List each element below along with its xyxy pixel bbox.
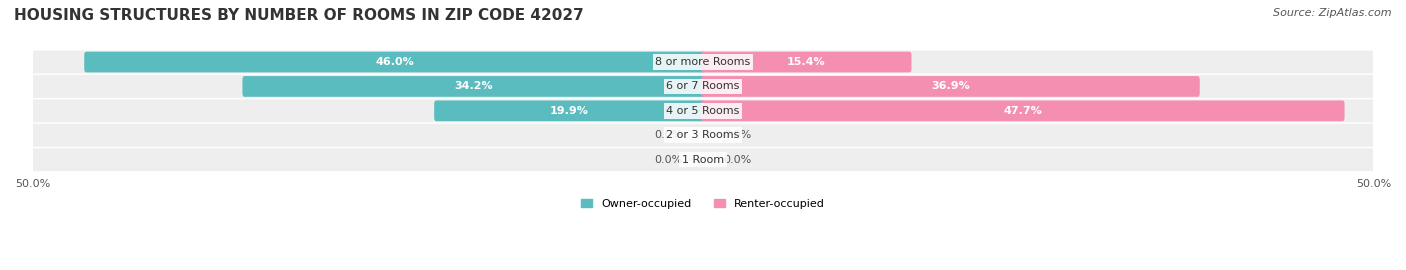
Text: 34.2%: 34.2% <box>454 82 494 92</box>
Text: 0.0%: 0.0% <box>655 130 683 140</box>
Text: 47.7%: 47.7% <box>1004 106 1042 116</box>
FancyBboxPatch shape <box>242 76 704 97</box>
FancyBboxPatch shape <box>702 52 911 72</box>
FancyBboxPatch shape <box>6 75 1400 98</box>
Text: 2 or 3 Rooms: 2 or 3 Rooms <box>666 130 740 140</box>
Text: 4 or 5 Rooms: 4 or 5 Rooms <box>666 106 740 116</box>
FancyBboxPatch shape <box>434 100 704 121</box>
FancyBboxPatch shape <box>6 50 1400 73</box>
Text: 0.0%: 0.0% <box>723 155 751 165</box>
Legend: Owner-occupied, Renter-occupied: Owner-occupied, Renter-occupied <box>576 194 830 213</box>
FancyBboxPatch shape <box>84 52 704 72</box>
Text: 1 Room: 1 Room <box>682 155 724 165</box>
Text: HOUSING STRUCTURES BY NUMBER OF ROOMS IN ZIP CODE 42027: HOUSING STRUCTURES BY NUMBER OF ROOMS IN… <box>14 8 583 23</box>
FancyBboxPatch shape <box>6 148 1400 171</box>
Text: 15.4%: 15.4% <box>787 57 825 67</box>
Text: 19.9%: 19.9% <box>550 106 589 116</box>
Text: 0.0%: 0.0% <box>655 155 683 165</box>
Text: 8 or more Rooms: 8 or more Rooms <box>655 57 751 67</box>
Text: 36.9%: 36.9% <box>931 82 970 92</box>
FancyBboxPatch shape <box>6 99 1400 122</box>
FancyBboxPatch shape <box>702 76 1199 97</box>
Text: Source: ZipAtlas.com: Source: ZipAtlas.com <box>1274 8 1392 18</box>
Text: 6 or 7 Rooms: 6 or 7 Rooms <box>666 82 740 92</box>
Text: 46.0%: 46.0% <box>375 57 413 67</box>
Text: 0.0%: 0.0% <box>723 130 751 140</box>
FancyBboxPatch shape <box>702 100 1344 121</box>
FancyBboxPatch shape <box>6 124 1400 147</box>
